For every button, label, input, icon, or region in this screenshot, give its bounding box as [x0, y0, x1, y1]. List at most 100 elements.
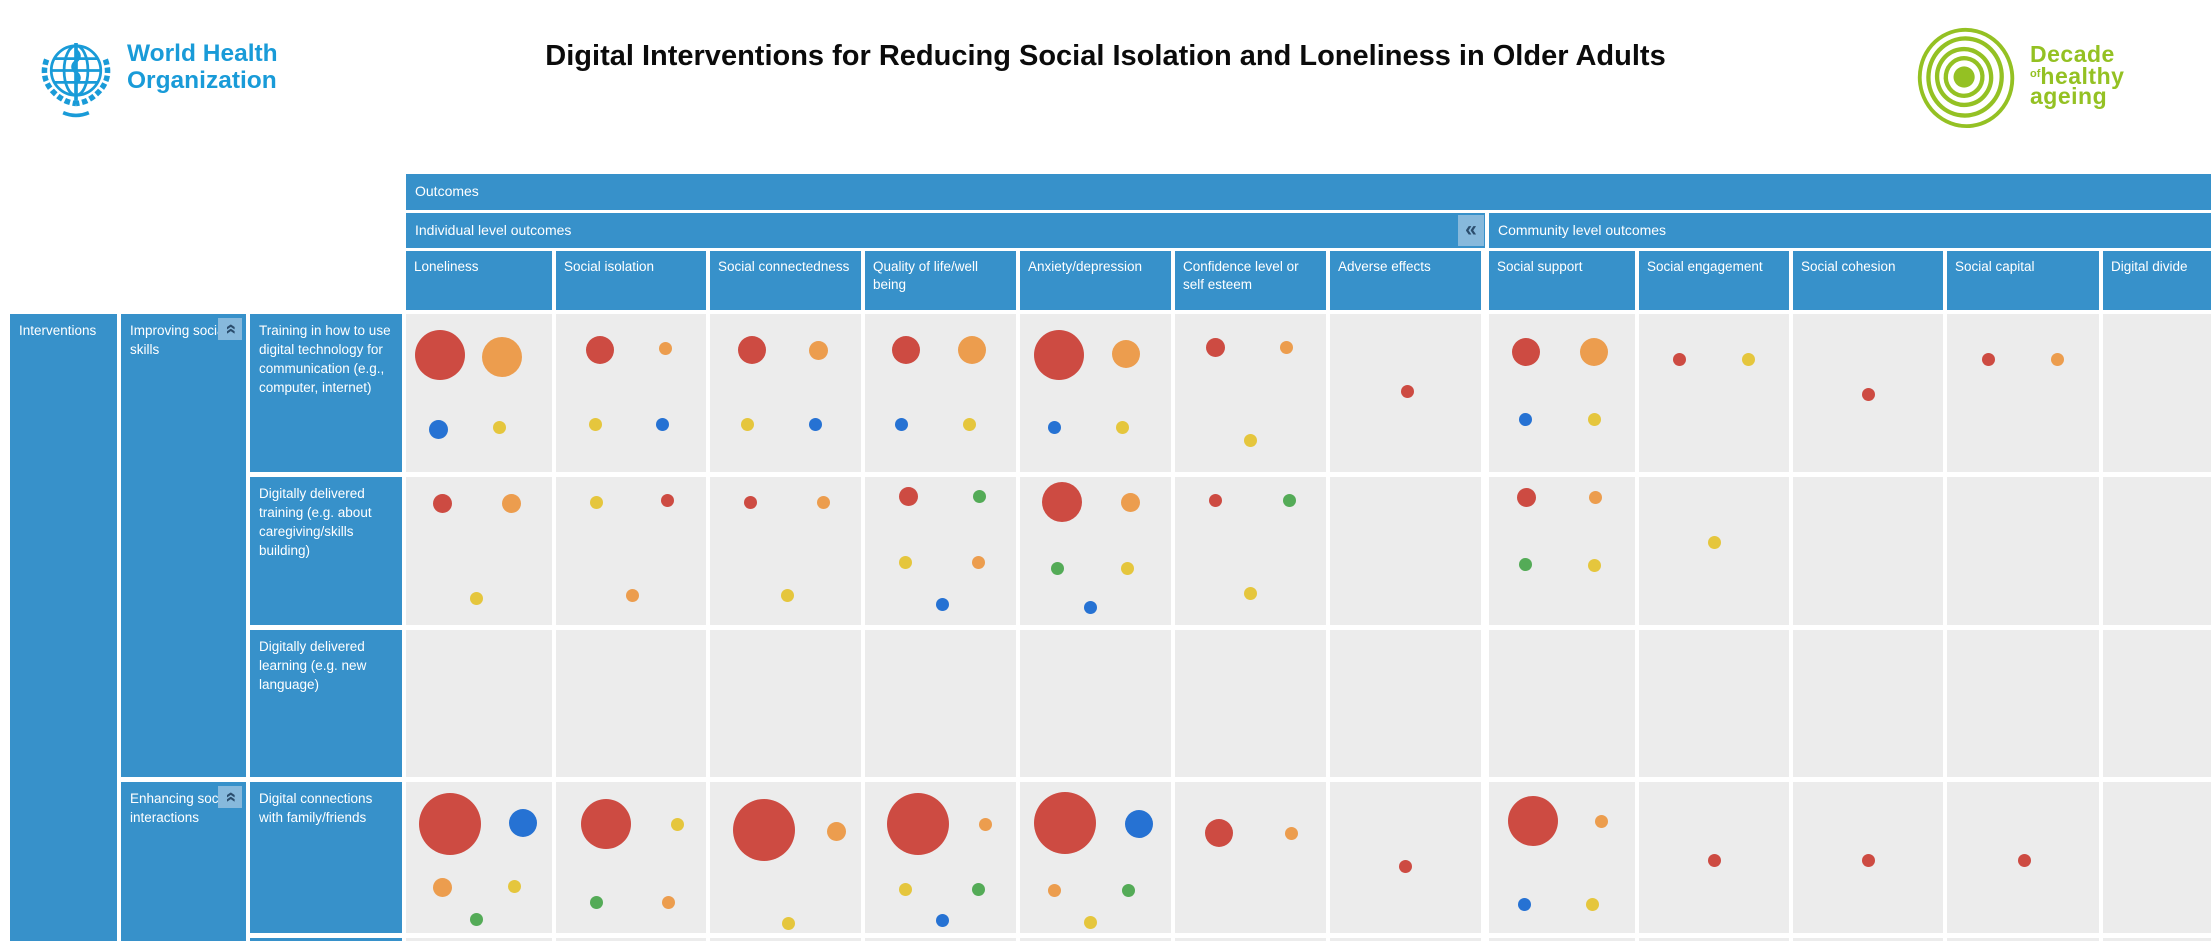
evidence-bubble-orange[interactable]	[1589, 491, 1603, 505]
evidence-bubble-red[interactable]	[1517, 488, 1537, 508]
evidence-bubble-yellow[interactable]	[899, 882, 913, 896]
evidence-bubble-red[interactable]	[414, 330, 465, 381]
evidence-bubble-red[interactable]	[1707, 854, 1721, 868]
evidence-bubble-orange[interactable]	[816, 495, 830, 509]
evidence-bubble-yellow[interactable]	[1587, 559, 1601, 573]
evidence-bubble-red[interactable]	[1399, 860, 1412, 874]
evidence-bubble-blue[interactable]	[656, 418, 669, 432]
collapse-individual-outcomes-button[interactable]: «	[1458, 215, 1484, 246]
evidence-bubble-yellow[interactable]	[588, 418, 602, 432]
evidence-bubble-red[interactable]	[738, 336, 767, 365]
evidence-bubble-orange[interactable]	[433, 878, 452, 898]
evidence-bubble-red[interactable]	[1511, 337, 1540, 366]
evidence-bubble-orange[interactable]	[979, 817, 993, 831]
matrix-cell	[1020, 477, 1171, 625]
evidence-bubble-yellow[interactable]	[507, 879, 521, 893]
evidence-bubble-red[interactable]	[580, 799, 631, 850]
evidence-bubble-green[interactable]	[1519, 557, 1532, 571]
evidence-bubble-yellow[interactable]	[1120, 562, 1134, 576]
evidence-bubble-yellow[interactable]	[1116, 421, 1130, 435]
evidence-bubble-orange[interactable]	[626, 588, 639, 602]
evidence-bubble-yellow[interactable]	[1586, 897, 1600, 911]
evidence-bubble-orange[interactable]	[971, 556, 985, 570]
evidence-bubble-red[interactable]	[1861, 388, 1875, 402]
evidence-bubble-red[interactable]	[1673, 353, 1686, 367]
evidence-bubble-yellow[interactable]	[780, 588, 794, 602]
evidence-bubble-red[interactable]	[1204, 819, 1233, 848]
evidence-bubble-yellow[interactable]	[899, 556, 913, 570]
evidence-bubble-green[interactable]	[469, 912, 483, 926]
evidence-bubble-blue[interactable]	[809, 418, 823, 432]
matrix-cell	[1330, 477, 1481, 625]
evidence-bubble-orange[interactable]	[1048, 884, 1062, 898]
matrix-cell	[1330, 630, 1481, 777]
evidence-bubble-red[interactable]	[585, 336, 614, 365]
evidence-bubble-blue[interactable]	[894, 418, 908, 432]
evidence-bubble-yellow[interactable]	[671, 817, 684, 831]
evidence-bubble-orange[interactable]	[501, 494, 521, 514]
collapse-group-enhancing-button[interactable]: «	[218, 786, 242, 808]
evidence-bubble-red[interactable]	[899, 486, 919, 506]
evidence-bubble-yellow[interactable]	[492, 421, 506, 435]
evidence-bubble-blue[interactable]	[1517, 897, 1531, 911]
evidence-bubble-yellow[interactable]	[1084, 915, 1098, 929]
evidence-bubble-orange[interactable]	[809, 340, 829, 360]
evidence-bubble-green[interactable]	[973, 489, 987, 503]
evidence-bubble-orange[interactable]	[1284, 826, 1298, 840]
evidence-bubble-yellow[interactable]	[741, 418, 755, 432]
evidence-bubble-orange[interactable]	[1280, 340, 1294, 354]
evidence-bubble-orange[interactable]	[2051, 353, 2065, 367]
evidence-bubble-green[interactable]	[1051, 562, 1065, 576]
evidence-bubble-red[interactable]	[744, 495, 758, 509]
evidence-bubble-blue[interactable]	[1084, 600, 1098, 614]
evidence-bubble-red[interactable]	[1507, 796, 1558, 847]
evidence-bubble-orange[interactable]	[1580, 337, 1609, 366]
evidence-bubble-red[interactable]	[433, 494, 452, 514]
evidence-bubble-red[interactable]	[1209, 494, 1223, 508]
evidence-bubble-yellow[interactable]	[962, 418, 976, 432]
evidence-bubble-red[interactable]	[660, 494, 674, 508]
evidence-bubble-red[interactable]	[1042, 482, 1083, 523]
evidence-bubble-yellow[interactable]	[782, 917, 796, 931]
evidence-bubble-red[interactable]	[1861, 854, 1875, 868]
evidence-bubble-red[interactable]	[891, 336, 920, 365]
evidence-bubble-orange[interactable]	[958, 336, 987, 365]
evidence-bubble-red[interactable]	[1400, 384, 1414, 398]
evidence-bubble-blue[interactable]	[935, 914, 949, 928]
evidence-bubble-blue[interactable]	[428, 419, 448, 439]
evidence-bubble-red[interactable]	[1981, 353, 1995, 367]
evidence-bubble-yellow[interactable]	[1244, 587, 1257, 601]
evidence-bubble-blue[interactable]	[935, 597, 949, 611]
evidence-bubble-red[interactable]	[1034, 330, 1085, 381]
evidence-bubble-yellow[interactable]	[469, 591, 483, 605]
evidence-bubble-red[interactable]	[1206, 337, 1226, 357]
evidence-bubble-yellow[interactable]	[1707, 535, 1721, 549]
evidence-bubble-blue[interactable]	[1125, 810, 1154, 839]
evidence-bubble-yellow[interactable]	[590, 495, 603, 509]
evidence-bubble-orange[interactable]	[659, 342, 672, 356]
evidence-bubble-green[interactable]	[971, 882, 985, 896]
evidence-bubble-blue[interactable]	[1519, 413, 1532, 427]
evidence-bubble-red[interactable]	[886, 793, 949, 856]
evidence-bubble-green[interactable]	[590, 896, 603, 910]
evidence-bubble-red[interactable]	[418, 793, 481, 856]
evidence-bubble-blue[interactable]	[508, 808, 537, 837]
evidence-bubble-orange[interactable]	[1120, 492, 1140, 512]
evidence-bubble-orange[interactable]	[827, 822, 847, 842]
evidence-bubble-red[interactable]	[1034, 791, 1097, 854]
evidence-bubble-green[interactable]	[1283, 494, 1297, 508]
evidence-bubble-orange[interactable]	[482, 336, 523, 377]
evidence-bubble-yellow[interactable]	[1244, 433, 1257, 447]
evidence-bubble-blue[interactable]	[1048, 421, 1062, 435]
evidence-bubble-red[interactable]	[2018, 854, 2032, 868]
evidence-bubble-yellow[interactable]	[1742, 353, 1755, 367]
row-header-intervention: Digitally delivered training (e.g. about…	[250, 477, 402, 625]
evidence-bubble-yellow[interactable]	[1587, 413, 1601, 427]
evidence-bubble-orange[interactable]	[1111, 339, 1140, 368]
row-header-intervention: Digitally delivered learning (e.g. new l…	[250, 630, 402, 777]
evidence-bubble-orange[interactable]	[662, 896, 675, 910]
collapse-group-improving-button[interactable]: «	[218, 318, 242, 340]
evidence-bubble-green[interactable]	[1122, 884, 1136, 898]
evidence-bubble-red[interactable]	[733, 799, 796, 862]
evidence-bubble-orange[interactable]	[1594, 814, 1608, 828]
